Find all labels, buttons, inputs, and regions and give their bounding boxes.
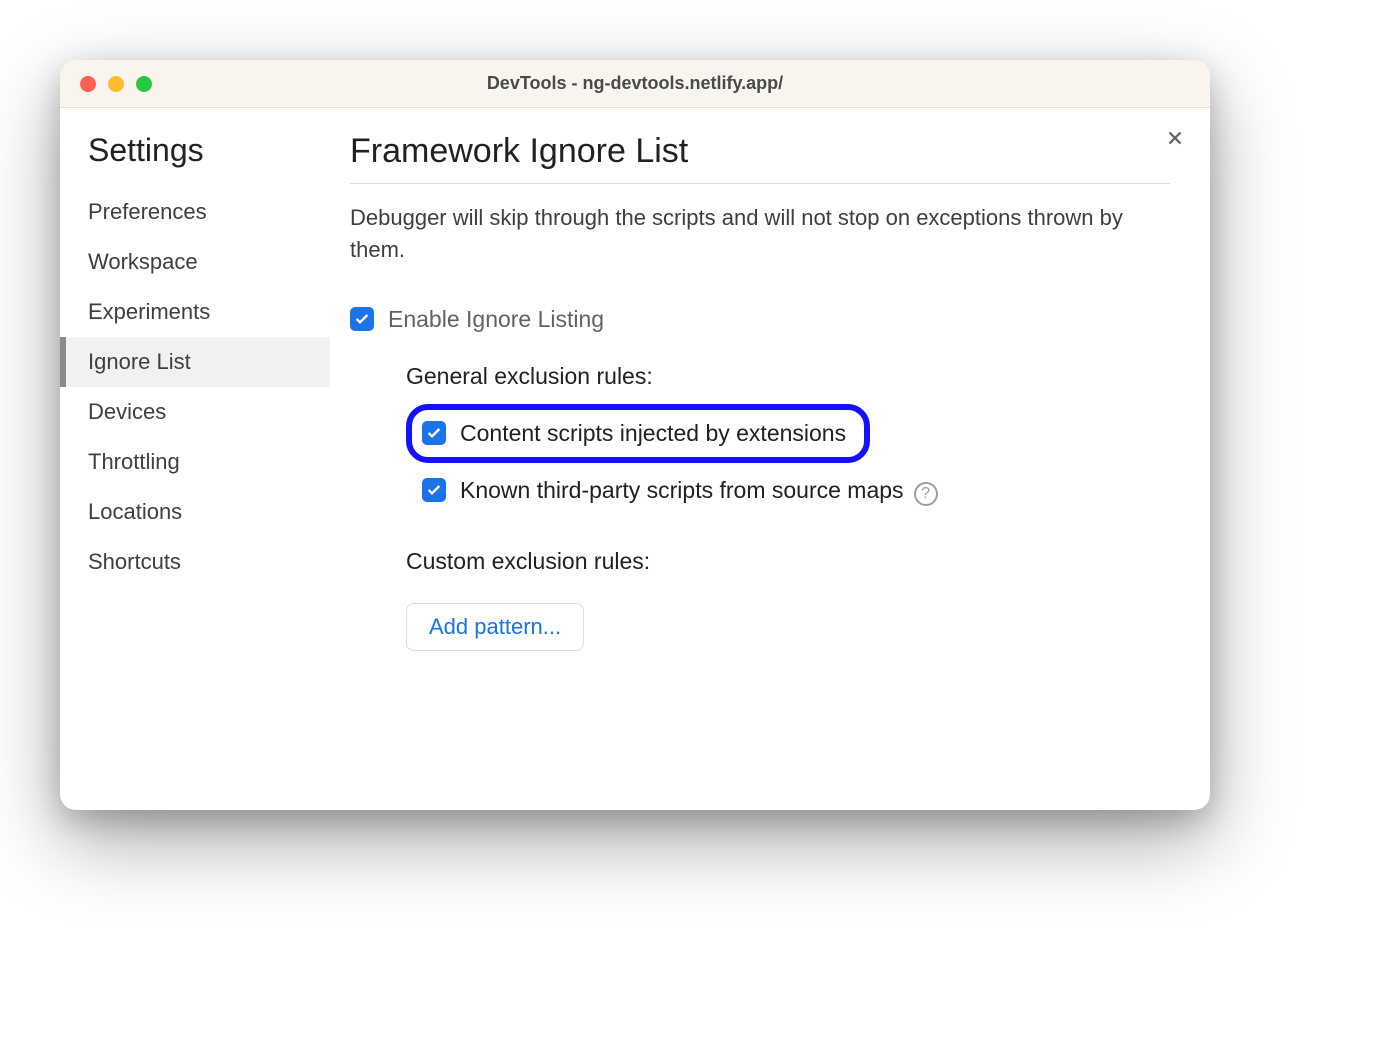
general-rules-heading: General exclusion rules: xyxy=(406,363,1170,390)
enable-ignore-listing-label: Enable Ignore Listing xyxy=(388,306,604,333)
third-party-scripts-label: Known third-party scripts from source ma… xyxy=(460,477,904,504)
sidebar-title: Settings xyxy=(60,132,330,187)
main-panel: Framework Ignore List Debugger will skip… xyxy=(330,108,1210,810)
custom-rules-heading: Custom exclusion rules: xyxy=(406,548,1170,575)
devtools-settings-window: DevTools - ng-devtools.netlify.app/ Sett… xyxy=(60,60,1210,810)
close-icon[interactable] xyxy=(1164,126,1186,154)
content-scripts-checkbox[interactable] xyxy=(422,421,446,445)
sidebar-item-preferences[interactable]: Preferences xyxy=(60,187,330,237)
sidebar-item-locations[interactable]: Locations xyxy=(60,487,330,537)
add-pattern-button[interactable]: Add pattern... xyxy=(406,603,584,651)
content-scripts-label: Content scripts injected by extensions xyxy=(460,420,846,447)
enable-ignore-listing-checkbox[interactable] xyxy=(350,307,374,331)
settings-sidebar: Settings Preferences Workspace Experimen… xyxy=(60,108,330,810)
traffic-lights xyxy=(60,76,152,92)
general-rules-section: General exclusion rules: Content scripts… xyxy=(350,363,1170,651)
custom-rules-section: Custom exclusion rules: Add pattern... xyxy=(406,548,1170,651)
third-party-scripts-inner: Known third-party scripts from source ma… xyxy=(406,477,904,504)
third-party-scripts-row: Known third-party scripts from source ma… xyxy=(406,477,1170,512)
page-description: Debugger will skip through the scripts a… xyxy=(350,202,1170,266)
minimize-window-button[interactable] xyxy=(108,76,124,92)
page-title: Framework Ignore List xyxy=(350,132,1170,184)
maximize-window-button[interactable] xyxy=(136,76,152,92)
content-scripts-rule-highlight: Content scripts injected by extensions xyxy=(406,404,870,463)
close-window-button[interactable] xyxy=(80,76,96,92)
content-area: Settings Preferences Workspace Experimen… xyxy=(60,108,1210,810)
titlebar: DevTools - ng-devtools.netlify.app/ xyxy=(60,60,1210,108)
sidebar-item-throttling[interactable]: Throttling xyxy=(60,437,330,487)
help-icon[interactable]: ? xyxy=(914,482,938,506)
sidebar-item-shortcuts[interactable]: Shortcuts xyxy=(60,537,330,587)
enable-ignore-listing-row: Enable Ignore Listing xyxy=(350,306,1170,333)
window-title: DevTools - ng-devtools.netlify.app/ xyxy=(60,73,1210,94)
third-party-scripts-checkbox[interactable] xyxy=(422,478,446,502)
sidebar-item-workspace[interactable]: Workspace xyxy=(60,237,330,287)
sidebar-item-devices[interactable]: Devices xyxy=(60,387,330,437)
sidebar-item-experiments[interactable]: Experiments xyxy=(60,287,330,337)
sidebar-item-ignore-list[interactable]: Ignore List xyxy=(60,337,330,387)
